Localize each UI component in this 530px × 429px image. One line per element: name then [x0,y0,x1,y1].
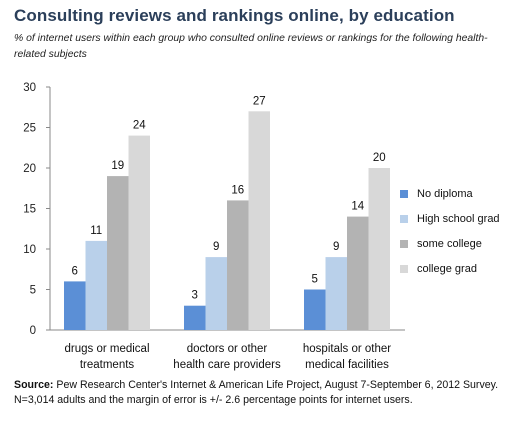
x-tick-label: treatments [80,359,135,371]
bar [85,240,107,330]
y-tick-label: 0 [30,325,36,337]
y-tick-label: 10 [23,244,36,256]
bar [107,176,129,330]
data-label: 20 [373,152,386,164]
legend: No diploma High school grad some college… [400,181,500,281]
bar [368,168,390,330]
source-label: Source: [14,379,54,391]
y-tick-label: 5 [30,285,36,297]
bar [304,289,326,330]
y-tick-label: 15 [23,204,36,216]
legend-item-no-diploma: No diploma [400,181,500,206]
legend-label: High school grad [417,212,500,225]
data-label: 19 [111,160,124,172]
legend-item-high-school-grad: High school grad [400,206,500,231]
data-label: 11 [90,225,102,237]
data-label: 16 [231,184,244,196]
data-label: 5 [312,274,318,286]
data-label: 3 [192,290,198,302]
x-tick-label: health care providers [173,359,281,371]
bar [64,281,86,330]
data-label: 24 [133,120,146,132]
x-tick-label: medical facilities [305,359,389,371]
data-label: 9 [213,241,219,253]
y-tick-label: 30 [23,82,36,94]
source-text: Pew Research Center's Internet & America… [14,379,499,406]
data-label: 27 [253,95,266,107]
legend-swatch [400,264,408,273]
chart-title: Consulting reviews and rankings online, … [14,6,455,25]
legend-label: college grad [417,262,477,275]
bar [184,305,206,330]
legend-label: No diploma [417,187,473,200]
source-note: Source: Pew Research Center's Internet &… [14,378,524,408]
bar [347,216,369,330]
bar [248,111,270,330]
y-tick-label: 20 [23,163,36,175]
bar-chart: 0 5 10 15 20 25 30 6 11 19 24 drugs or medical treat… [23,82,405,371]
legend-swatch [400,239,408,248]
bar [325,257,347,330]
data-label: 9 [333,241,339,253]
legend-item-college-grad: college grad [400,256,500,281]
bar [227,200,249,330]
data-label: 14 [351,201,364,213]
data-label: 6 [72,265,78,277]
legend-label: some college [417,237,482,250]
legend-swatch [400,189,408,198]
y-tick-label: 25 [23,123,36,135]
legend-swatch [400,214,408,223]
chart-subtitle: % of internet users within each group wh… [14,33,488,60]
x-tick-label: doctors or other [187,343,268,355]
x-tick-label: drugs or medical [64,343,149,355]
legend-item-some-college: some college [400,231,500,256]
bar [128,135,150,330]
x-tick-label: hospitals or other [303,343,391,355]
bar [205,257,227,330]
